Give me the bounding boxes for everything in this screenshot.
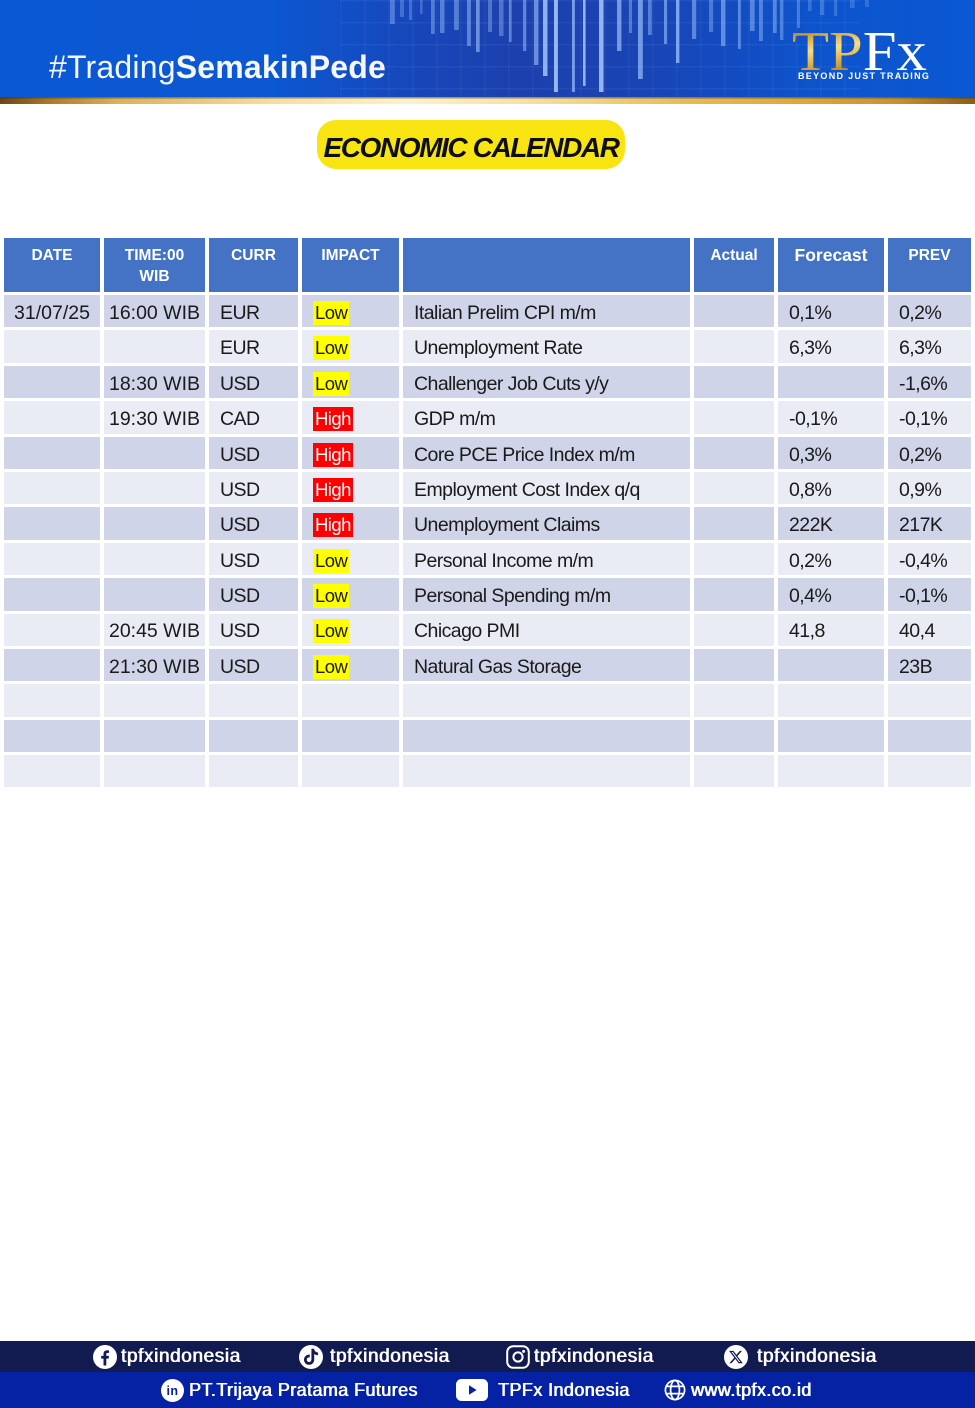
svg-text:in: in <box>167 1384 179 1398</box>
